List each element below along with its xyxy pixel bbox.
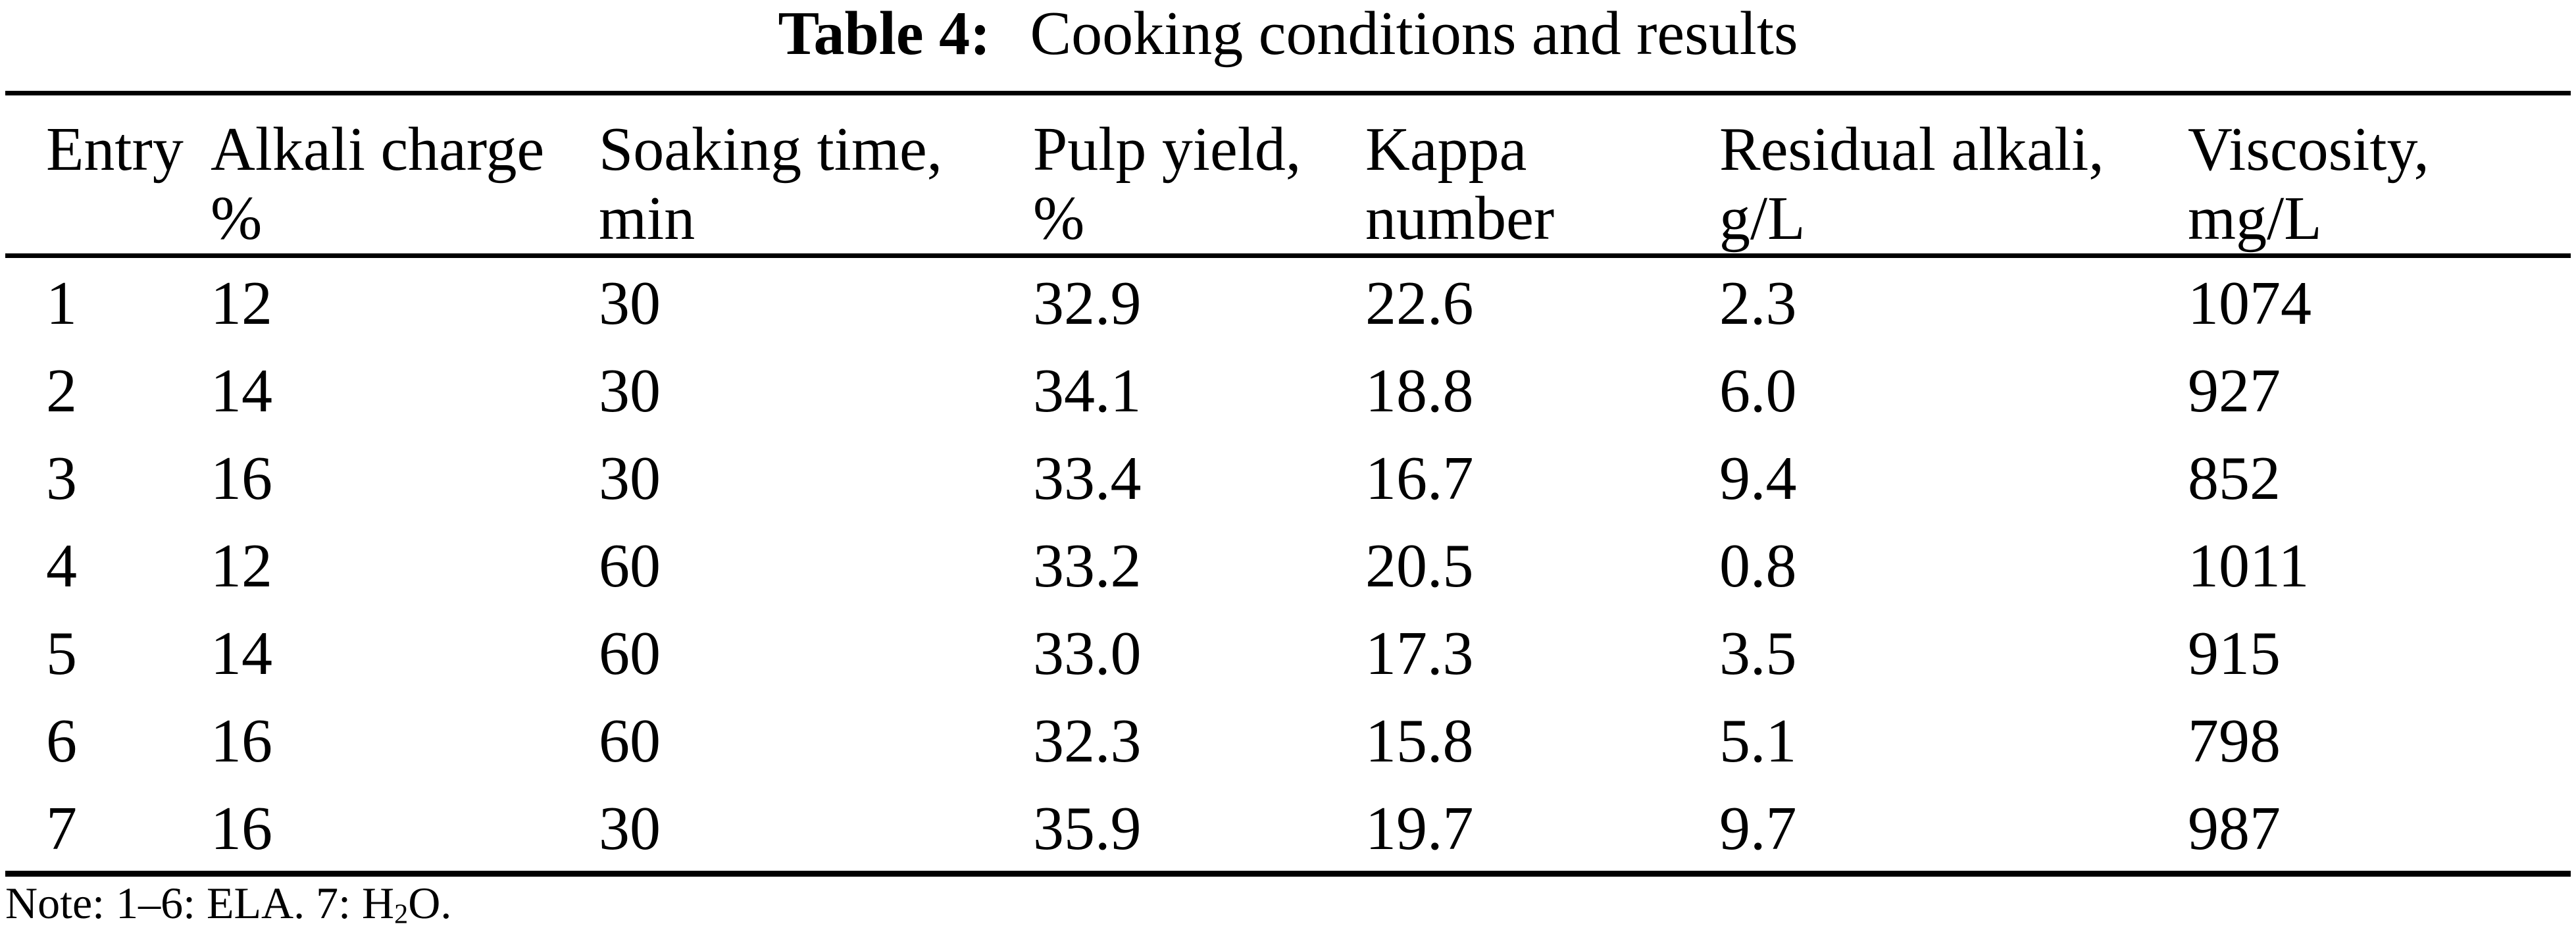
- cell-residual-alkali: 9.4: [1719, 444, 1797, 513]
- cell-kappa: 18.8: [1365, 357, 1474, 425]
- cell-alkali-charge: 16: [211, 794, 272, 863]
- col-header-entry: Entry: [5, 93, 211, 258]
- cell-soaking-time: 60: [599, 532, 661, 600]
- footnote-text: Note: 1–6: ELA. 7: H: [5, 878, 395, 928]
- table-footnote: Note: 1–6: ELA. 7: H2O.: [5, 881, 451, 928]
- table-row: 6 16 60 32.3 15.8 5.1 798: [5, 696, 2571, 783]
- cell-pulp-yield: 34.1: [1033, 357, 1142, 425]
- cell-pulp-yield: 33.0: [1033, 619, 1142, 688]
- cell-kappa: 16.7: [1365, 444, 1474, 513]
- cell-soaking-time: 30: [599, 794, 661, 863]
- cell-residual-alkali: 5.1: [1719, 707, 1797, 775]
- cell-kappa: 15.8: [1365, 707, 1474, 775]
- cell-pulp-yield: 32.3: [1033, 707, 1142, 775]
- cell-soaking-time: 60: [599, 619, 661, 688]
- cell-entry: 7: [46, 794, 77, 863]
- cell-soaking-time: 30: [599, 444, 661, 513]
- cell-alkali-charge: 12: [211, 269, 272, 338]
- cell-alkali-charge: 14: [211, 357, 272, 425]
- cell-viscosity: 915: [2188, 619, 2281, 688]
- table-body: 1 12 30 32.9 22.6 2.3 1074 2 14 30 34.1 …: [5, 256, 2571, 874]
- footnote-subscript: 2: [394, 898, 409, 928]
- table-header: Entry Alkali charge % Soaking time, min …: [5, 93, 2571, 258]
- col-header-soaking-time: Soaking time, min: [599, 93, 1033, 258]
- cell-residual-alkali: 0.8: [1719, 532, 1797, 600]
- cell-entry: 2: [46, 357, 77, 425]
- cell-pulp-yield: 32.9: [1033, 269, 1142, 338]
- cell-entry: 5: [46, 619, 77, 688]
- cell-alkali-charge: 16: [211, 707, 272, 775]
- cell-residual-alkali: 3.5: [1719, 619, 1797, 688]
- caption-text: Cooking conditions and results: [1030, 0, 1798, 68]
- cell-entry: 1: [46, 269, 77, 338]
- cell-kappa: 20.5: [1365, 532, 1474, 600]
- col-header-pulp-yield: Pulp yield, %: [1033, 93, 1365, 258]
- table-row: 4 12 60 33.2 20.5 0.8 1011: [5, 521, 2571, 608]
- table-row: 7 16 30 35.9 19.7 9.7 987: [5, 783, 2571, 874]
- caption-label: Table 4:: [778, 0, 991, 68]
- cell-kappa: 19.7: [1365, 794, 1474, 863]
- cell-soaking-time: 60: [599, 707, 661, 775]
- header-row: Entry Alkali charge % Soaking time, min …: [5, 93, 2571, 258]
- cell-soaking-time: 30: [599, 269, 661, 338]
- cell-alkali-charge: 12: [211, 532, 272, 600]
- col-header-alkali-charge: Alkali charge %: [211, 93, 599, 258]
- col-header-viscosity: Viscosity, mg/L: [2188, 93, 2571, 258]
- cell-viscosity: 1074: [2188, 269, 2311, 338]
- cell-residual-alkali: 2.3: [1719, 269, 1797, 338]
- cell-alkali-charge: 14: [211, 619, 272, 688]
- cell-viscosity: 927: [2188, 357, 2281, 425]
- cell-pulp-yield: 33.4: [1033, 444, 1142, 513]
- cell-viscosity: 1011: [2188, 532, 2310, 600]
- col-header-kappa-number: Kappa number: [1365, 93, 1719, 258]
- cell-viscosity: 798: [2188, 707, 2281, 775]
- cell-entry: 4: [46, 532, 77, 600]
- table-row: 2 14 30 34.1 18.8 6.0 927: [5, 346, 2571, 433]
- table-row: 1 12 30 32.9 22.6 2.3 1074: [5, 256, 2571, 346]
- cell-kappa: 22.6: [1365, 269, 1474, 338]
- cell-residual-alkali: 6.0: [1719, 357, 1797, 425]
- footnote-text-end: O.: [408, 878, 452, 928]
- cell-pulp-yield: 35.9: [1033, 794, 1142, 863]
- cell-entry: 6: [46, 707, 77, 775]
- cell-viscosity: 852: [2188, 444, 2281, 513]
- cell-viscosity: 987: [2188, 794, 2281, 863]
- table-caption: Table 4: Cooking conditions and results: [0, 1, 2576, 66]
- cell-pulp-yield: 33.2: [1033, 532, 1142, 600]
- col-header-residual-alkali: Residual alkali, g/L: [1719, 93, 2188, 258]
- cell-entry: 3: [46, 444, 77, 513]
- cell-residual-alkali: 9.7: [1719, 794, 1797, 863]
- cell-kappa: 17.3: [1365, 619, 1474, 688]
- table-row: 5 14 60 33.0 17.3 3.5 915: [5, 608, 2571, 696]
- cell-alkali-charge: 16: [211, 444, 272, 513]
- table-row: 3 16 30 33.4 16.7 9.4 852: [5, 433, 2571, 521]
- results-table: Entry Alkali charge % Soaking time, min …: [5, 91, 2571, 877]
- cell-soaking-time: 30: [599, 357, 661, 425]
